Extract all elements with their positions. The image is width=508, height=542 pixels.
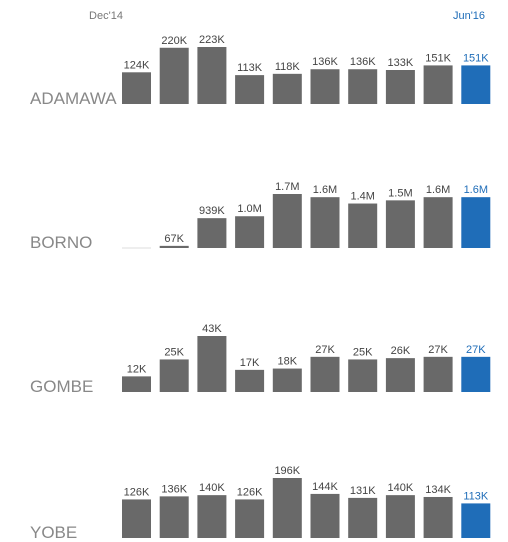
bar: [197, 336, 227, 392]
panel-label: GOMBE: [30, 377, 93, 396]
bar: [235, 369, 265, 392]
bar: [461, 356, 491, 392]
bar: [159, 245, 189, 248]
bar-value-label: 27K: [315, 344, 335, 356]
bar-value-label: 136K: [161, 483, 187, 495]
bar-value-label: 26K: [391, 345, 411, 357]
bar-value-label: 17K: [240, 357, 260, 369]
bar: [122, 376, 151, 392]
bar-value-label: 131K: [350, 485, 376, 497]
bar-value-label: 939K: [199, 205, 225, 217]
bar: [272, 194, 302, 248]
bar-value-label: 136K: [312, 56, 338, 68]
bar: [122, 499, 151, 538]
bar: [122, 72, 151, 104]
bar-value-label: 151K: [463, 52, 489, 64]
bar-value-label: 113K: [237, 62, 263, 74]
bar: [159, 359, 189, 392]
panel-label: ADAMAWA: [30, 89, 117, 108]
bar-value-label: 1.5M: [388, 187, 412, 199]
bar: [310, 356, 340, 392]
panel-borno: BORNO 67K 939K 1.0M 1.7M 1.6M 1.4M 1.5M 1.6M 1.6M: [30, 181, 491, 252]
bar-value-label: 25K: [164, 346, 184, 358]
bar-value-label: 126K: [237, 486, 263, 498]
bar-value-label: 151K: [425, 52, 451, 64]
bar: [348, 359, 378, 392]
bar: [310, 197, 340, 248]
panel-yobe: YOBE 126K 136K 140K 126K 196K 144K 131K 140K 134K…: [30, 465, 491, 542]
bar-value-label: 27K: [428, 344, 448, 356]
bar-value-label: 67K: [164, 233, 184, 245]
bar: [197, 47, 227, 104]
bar-value-label: 12K: [127, 363, 147, 375]
bar: [423, 197, 453, 248]
bar-value-label: 196K: [274, 465, 300, 477]
bar-value-label: 1.0M: [237, 203, 261, 215]
bar-value-label: 18K: [278, 356, 298, 368]
bar-value-label: 1.4M: [350, 191, 374, 203]
bar: [235, 75, 265, 104]
bar: [310, 69, 340, 104]
bar: [385, 70, 415, 104]
bar: [235, 499, 265, 538]
range-end-label: Jun'16: [453, 10, 485, 22]
bar: [423, 496, 453, 538]
range-start-label: Dec'14: [89, 10, 123, 22]
bar: [310, 493, 340, 538]
bar: [385, 200, 415, 248]
bar-value-label: 1.7M: [275, 181, 299, 193]
bar-value-label: 136K: [350, 56, 376, 68]
bar: [159, 496, 189, 538]
bar-value-label: 118K: [275, 61, 301, 73]
bar-value-label: 133K: [388, 57, 414, 69]
bar-value-label: 1.6M: [426, 184, 450, 196]
panel-label: YOBE: [30, 523, 77, 542]
bar: [348, 69, 378, 104]
bar-value-label: 220K: [161, 35, 187, 47]
bar-value-label: 27K: [466, 344, 486, 356]
bar-value-label: 1.6M: [313, 184, 337, 196]
panel-adamawa: ADAMAWA 124K 220K 223K 113K 118K 136K 136K 133K 1…: [30, 34, 491, 108]
bar: [348, 497, 378, 538]
bar: [461, 65, 491, 104]
bar: [348, 203, 378, 248]
panel-gombe: GOMBE 12K 25K 43K 17K 18K 27K 25K 26K 27K 27K: [30, 323, 491, 396]
bar: [272, 368, 302, 392]
bar-value-label: 1.6M: [464, 184, 488, 196]
bar-value-label: 124K: [124, 59, 150, 71]
bar: [461, 197, 491, 248]
bar-value-label: 43K: [202, 323, 222, 335]
bar-value-label: 223K: [199, 34, 225, 46]
bar: [197, 218, 227, 248]
bar: [235, 216, 265, 248]
bar: [385, 358, 415, 392]
bar-value-label: 140K: [199, 482, 225, 494]
bar-value-label: 25K: [353, 346, 373, 358]
bar-value-label: 113K: [463, 490, 489, 502]
bar: [159, 47, 189, 104]
bar: [197, 495, 227, 538]
bar: [461, 503, 491, 538]
panel-label: BORNO: [30, 233, 92, 252]
bar-value-label: 134K: [425, 484, 451, 496]
bar: [423, 356, 453, 392]
bar-value-label: 140K: [388, 482, 414, 494]
bar: [385, 495, 415, 538]
bar-value-label: 144K: [312, 481, 338, 493]
bar: [272, 478, 302, 538]
bar: [272, 73, 302, 104]
bar-value-label: 126K: [124, 486, 150, 498]
bar: [423, 65, 453, 104]
